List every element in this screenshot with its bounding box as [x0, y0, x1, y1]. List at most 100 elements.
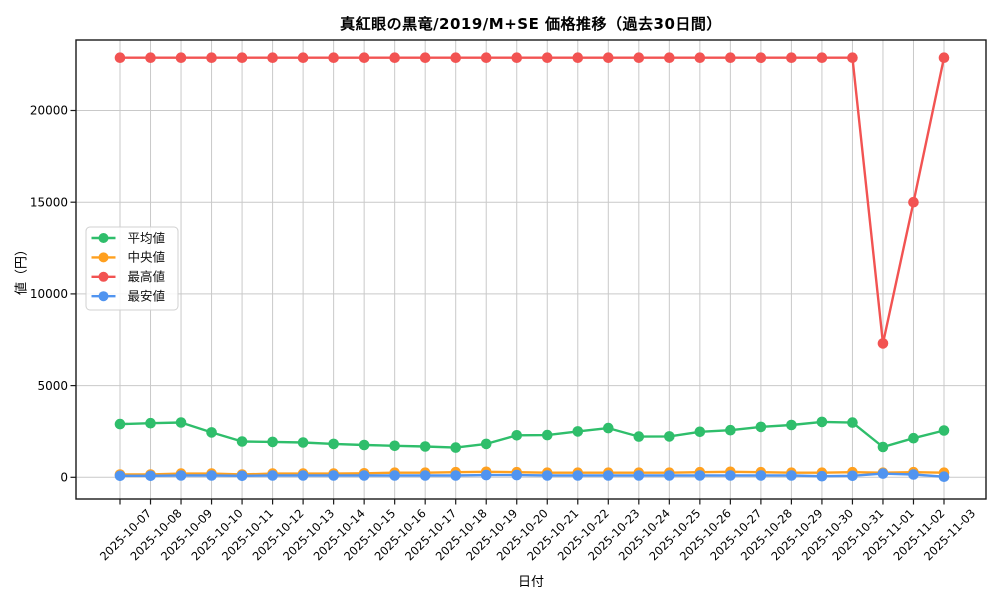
series-max-point	[206, 52, 217, 63]
series-average-point	[847, 417, 858, 428]
series-min-point	[480, 469, 492, 481]
series-average-point	[511, 430, 523, 441]
series-min-point	[725, 470, 736, 481]
series-min-point	[572, 470, 584, 481]
series-average	[114, 416, 950, 453]
series-average-point	[877, 441, 889, 453]
series-min-point	[206, 470, 217, 481]
series-average-point	[694, 426, 706, 438]
series-max-point	[633, 52, 645, 63]
legend-item-max: 最高値	[91, 269, 166, 284]
series-max-point	[541, 52, 553, 63]
legend-marker-min-dot-icon	[98, 291, 109, 302]
series-average-point	[786, 419, 797, 431]
chart-title: 真紅眼の黒竜/2019/M+SE 価格推移（過去30日間）	[340, 15, 722, 33]
series-average-point	[541, 429, 553, 441]
legend-item-average: 平均値	[91, 230, 166, 245]
series-average-point	[419, 441, 431, 452]
series-min-point	[389, 470, 400, 481]
svg-text:5000: 5000	[37, 379, 68, 393]
series-min-point	[114, 470, 126, 482]
y-axis-label: 値（円）	[14, 242, 30, 296]
x-axis-label: 日付	[517, 575, 544, 590]
series-min-point	[297, 470, 309, 481]
series-min-point	[267, 470, 278, 481]
legend-item-min: 最安値	[91, 289, 165, 304]
series-min-point	[786, 470, 797, 481]
series-min-line	[120, 472, 945, 478]
legend-marker-average-dot-icon	[98, 233, 109, 243]
series-min-point	[511, 469, 523, 481]
series-max-point	[938, 52, 950, 63]
series-max-point	[908, 196, 919, 208]
series-min-point	[816, 470, 828, 482]
series-max-point	[755, 52, 767, 63]
series-min-point	[938, 471, 950, 483]
series-average-point	[450, 442, 462, 453]
series-max-point	[267, 52, 278, 63]
series-min-point	[602, 470, 614, 481]
svg-text:10000: 10000	[30, 287, 68, 301]
series-min-point	[145, 470, 156, 482]
legend-item-median: 中央値	[91, 250, 165, 265]
legend-box	[85, 226, 179, 311]
series-min-point	[358, 470, 370, 481]
series-average-point	[572, 426, 584, 437]
y-tick-labels: 0 5000 10000 15000 20000	[30, 104, 68, 485]
series-max	[114, 52, 950, 349]
series-average-point	[114, 418, 126, 430]
legend-marker-max-dot-icon	[98, 271, 109, 282]
axis-ticks	[70, 109, 945, 505]
plot-border	[75, 39, 987, 500]
series-max-point	[358, 52, 370, 63]
series-min-point	[908, 469, 919, 480]
series-average-point	[389, 440, 400, 452]
series-average-point	[267, 436, 278, 448]
series-max-point	[694, 52, 706, 63]
series-max-point	[847, 52, 858, 63]
series-min-point	[877, 468, 889, 479]
series-min	[114, 468, 950, 483]
series-max-point	[145, 52, 156, 63]
legend-label-max: 最高値	[128, 269, 166, 284]
svg-text:0: 0	[60, 471, 68, 485]
series-min-point	[328, 470, 339, 481]
series-average-point	[145, 417, 156, 429]
series-average-point	[755, 421, 767, 433]
series-max-point	[389, 52, 400, 63]
series-max-point	[297, 52, 309, 63]
series-max-point	[236, 52, 248, 63]
series-average-point	[816, 416, 828, 428]
series-average-point	[206, 427, 217, 438]
series-min-point	[755, 470, 767, 481]
x-tick-labels: 2025-10-072025-10-082025-10-092025-10-10…	[97, 506, 978, 563]
series-min-point	[847, 470, 858, 482]
series-min-point	[694, 470, 706, 481]
series-min-point	[541, 470, 553, 481]
series-max-point	[114, 52, 126, 63]
series-max-point	[511, 52, 523, 63]
series-max-point	[602, 52, 614, 63]
series-average-line	[119, 420, 945, 449]
series-max-point	[877, 338, 889, 349]
series-average-point	[175, 417, 187, 428]
series-max-point	[419, 52, 431, 63]
series-average-point	[480, 438, 492, 450]
series-max-point	[725, 52, 736, 63]
series-max-point	[572, 52, 584, 63]
series-min-point	[664, 470, 675, 481]
legend-marker-median-dot-icon	[98, 252, 109, 263]
series-average-point	[602, 422, 614, 434]
series-max-line	[120, 56, 946, 345]
series-max-point	[664, 52, 675, 63]
series-max-point	[450, 52, 462, 63]
series-average-point	[633, 431, 645, 442]
series-min-point	[450, 470, 462, 481]
series-average-point	[328, 438, 339, 450]
legend-label-average: 平均値	[128, 230, 166, 245]
series-min-point	[419, 470, 431, 481]
series-median-line	[120, 470, 945, 476]
svg-text:20000: 20000	[30, 104, 68, 118]
